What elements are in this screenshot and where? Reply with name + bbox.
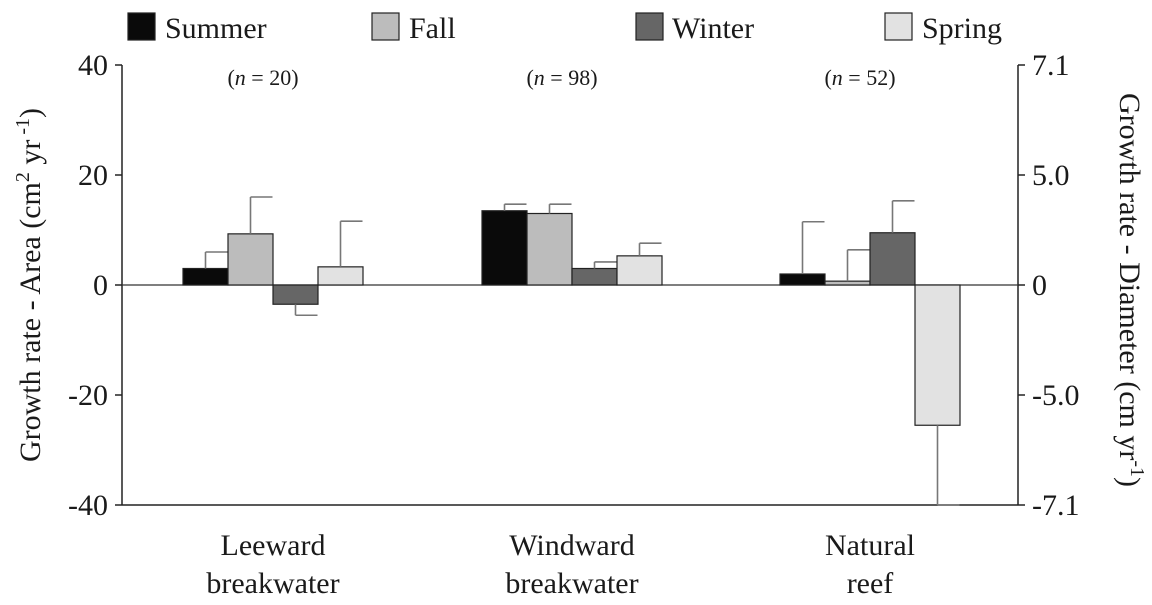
bar-summer-natural — [779, 273, 826, 286]
legend-label-winter: Winter — [672, 12, 754, 45]
right-y-tick-label: 7.1 — [1032, 49, 1070, 82]
left-y-axis-title: Growth rate - Area (cm2 yr -1) — [12, 108, 47, 462]
sample-size-label: (n = 52) — [824, 65, 895, 90]
bar-spring-natural — [914, 284, 961, 426]
legend: Summer Fall Winter Spring — [127, 12, 1002, 45]
bar-winter-natural — [869, 232, 916, 286]
legend-swatch-spring — [884, 12, 913, 41]
legend-swatch-fall — [371, 12, 400, 41]
category-label: Windward breakwater — [505, 529, 638, 600]
left-y-tick-label: 0 — [93, 269, 108, 302]
sample-size-label: (n = 20) — [227, 65, 298, 90]
legend-swatch-summer — [127, 12, 156, 41]
bar-fall-natural — [824, 280, 871, 286]
right-y-tick-label: -5.0 — [1032, 379, 1080, 412]
bars — [182, 196, 961, 506]
bar-spring-leeward — [317, 266, 364, 286]
bar-summer-leeward — [182, 267, 229, 286]
bar-fall-leeward — [227, 233, 274, 286]
axes: 40 20 0 -20 -40 7.1 5.0 0 -5.0 -7.1 Growth rate - … — [12, 49, 1148, 522]
left-y-tick-label: 20 — [78, 159, 108, 192]
category-label: Natural reef — [825, 529, 915, 600]
labels: Leeward breakwater (n = 20) Windward breakwa… — [206, 65, 915, 600]
legend-label-fall: Fall — [409, 12, 456, 45]
legend-swatch-winter — [635, 12, 664, 41]
bar-spring-windward — [616, 255, 663, 286]
right-y-tick-label: 0 — [1032, 269, 1047, 302]
left-y-tick-label: 40 — [78, 49, 108, 82]
category-label: Leeward breakwater — [206, 529, 339, 600]
bar-fall-windward — [526, 212, 573, 286]
left-y-tick-label: -20 — [68, 379, 108, 412]
legend-label-spring: Spring — [922, 12, 1002, 45]
right-y-tick-label: 5.0 — [1032, 159, 1070, 192]
left-y-tick-label: -40 — [68, 489, 108, 522]
sample-size-label: (n = 98) — [526, 65, 597, 90]
legend-label-summer: Summer — [165, 12, 267, 45]
bar-summer-windward — [481, 210, 528, 286]
bar-winter-windward — [571, 267, 618, 286]
right-y-axis-title: Growth rate - Diameter (cm yr-1) — [1113, 93, 1148, 487]
right-y-tick-label: -7.1 — [1032, 489, 1080, 522]
bar-winter-leeward — [272, 284, 319, 305]
